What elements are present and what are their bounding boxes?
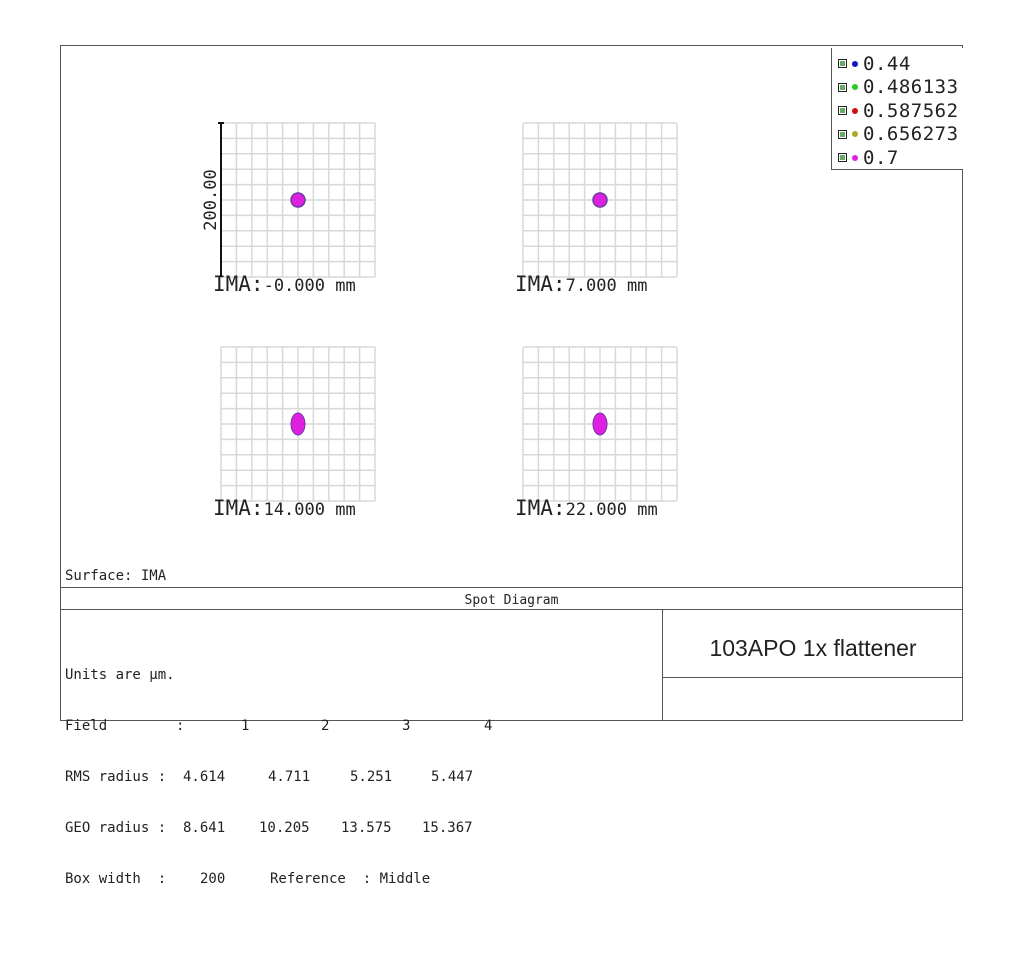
legend-label: 0.486133 bbox=[863, 76, 959, 99]
checkbox-icon[interactable] bbox=[838, 153, 847, 163]
surface-label: Surface: IMA bbox=[65, 568, 167, 584]
legend-color-dot bbox=[852, 154, 858, 161]
field-number: 3 bbox=[402, 718, 411, 734]
spot-mark bbox=[592, 192, 608, 208]
ima-prefix: IMA: bbox=[515, 496, 566, 520]
diagram-title: Spot Diagram bbox=[464, 593, 559, 608]
legend-item[interactable]: 0.7 bbox=[838, 146, 963, 170]
field-value: 7.000 mm bbox=[566, 276, 648, 296]
field-label: Field bbox=[65, 718, 108, 734]
checkbox-icon[interactable] bbox=[838, 106, 847, 116]
rms-value: 5.251 bbox=[350, 769, 393, 785]
ima-prefix: IMA: bbox=[515, 272, 566, 296]
divider bbox=[662, 677, 962, 678]
spot-mark bbox=[592, 412, 608, 436]
spot-diagram-frame: IMA:-0.000 mm IMA:7.000 mm IMA:14.000 mm IM… bbox=[60, 45, 963, 887]
plot-area: IMA:-0.000 mm IMA:7.000 mm IMA:14.000 mm IM… bbox=[61, 46, 963, 587]
field-value: -0.000 mm bbox=[264, 276, 356, 296]
geo-value: 8.641 bbox=[183, 820, 226, 836]
checkbox-icon[interactable] bbox=[838, 129, 847, 139]
legend-item[interactable]: 0.486133 bbox=[838, 76, 963, 100]
spot-mark bbox=[290, 192, 306, 208]
legend-item[interactable]: 0.44 bbox=[838, 52, 963, 76]
box-width-label: Box width : bbox=[65, 871, 167, 887]
checkbox-icon[interactable] bbox=[838, 59, 847, 69]
rms-value: 5.447 bbox=[431, 769, 474, 785]
field-value: 22.000 mm bbox=[566, 500, 658, 520]
divider bbox=[662, 609, 663, 720]
field-label: IMA:14.000 mm bbox=[213, 496, 356, 520]
legend-color-dot bbox=[852, 84, 858, 91]
legend-item[interactable]: 0.587562 bbox=[838, 99, 963, 123]
reference-text: Reference : Middle bbox=[270, 871, 431, 887]
lens-title: 103APO 1x flattener bbox=[709, 634, 917, 661]
legend-color-dot bbox=[852, 131, 858, 138]
field-label: IMA:-0.000 mm bbox=[213, 272, 356, 296]
legend-label: 0.7 bbox=[863, 146, 899, 169]
field-label: IMA:22.000 mm bbox=[515, 496, 658, 520]
legend-color-dot bbox=[852, 60, 858, 67]
rms-label: RMS radius : bbox=[65, 769, 167, 785]
field-value: 14.000 mm bbox=[264, 500, 356, 520]
ima-prefix: IMA: bbox=[213, 496, 264, 520]
checkbox-icon[interactable] bbox=[838, 82, 847, 92]
legend-label: 0.656273 bbox=[863, 123, 959, 146]
units-text: Units are µm. bbox=[65, 667, 175, 683]
divider bbox=[61, 587, 962, 588]
wavelength-legend: 0.44 0.486133 0.587562 0.656273 0.7 bbox=[831, 48, 963, 170]
legend-label: 0.587562 bbox=[863, 99, 959, 122]
rms-value: 4.711 bbox=[268, 769, 311, 785]
rms-value: 4.614 bbox=[183, 769, 226, 785]
box-width-value: 200 bbox=[200, 871, 226, 887]
geo-value: 13.575 bbox=[341, 820, 392, 836]
legend-label: 0.44 bbox=[863, 52, 911, 75]
spot-statistics: Units are µm. Field : 1 2 3 4 RMS radius… bbox=[65, 633, 492, 922]
geo-label: GEO radius : bbox=[65, 820, 167, 836]
geo-value: 15.367 bbox=[422, 820, 473, 836]
field-number: 4 bbox=[484, 718, 493, 734]
field-number: 2 bbox=[321, 718, 330, 734]
geo-value: 10.205 bbox=[259, 820, 310, 836]
field-label: IMA:7.000 mm bbox=[515, 272, 647, 296]
scale-label: 200.00 bbox=[201, 169, 221, 230]
legend-color-dot bbox=[852, 107, 858, 114]
spot-mark bbox=[290, 412, 306, 436]
field-number: 1 bbox=[241, 718, 250, 734]
divider bbox=[61, 609, 962, 610]
legend-item[interactable]: 0.656273 bbox=[838, 123, 963, 147]
field-separator: : bbox=[176, 718, 185, 734]
